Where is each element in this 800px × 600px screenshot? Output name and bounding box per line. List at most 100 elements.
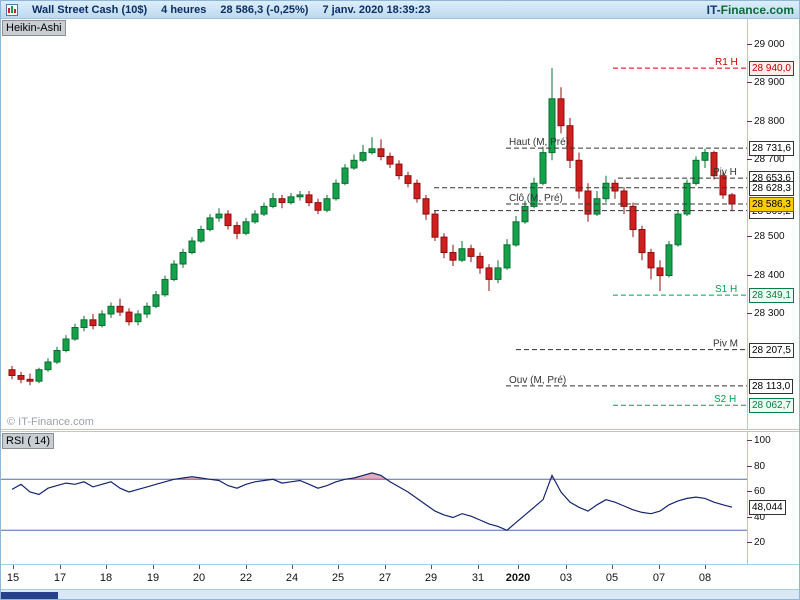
indicator-tag-rsi[interactable]: RSI ( 14) <box>2 433 55 449</box>
price-level-box: 28 731,6 <box>749 141 794 156</box>
time-label: 22 <box>239 572 253 584</box>
candle-body <box>62 338 70 351</box>
time-tick <box>338 565 339 569</box>
candle-body <box>35 369 43 382</box>
candle-body <box>512 221 520 246</box>
candle-body <box>80 319 88 328</box>
price-tick-label: 28 900 <box>747 77 785 88</box>
candle-body <box>683 182 691 215</box>
app-icon <box>6 3 18 16</box>
candle-body <box>665 244 673 277</box>
candle-body <box>305 194 313 204</box>
candle-body <box>530 182 538 207</box>
time-label: 18 <box>99 572 113 584</box>
candle-body <box>566 125 574 161</box>
candle-body <box>359 152 367 161</box>
rsi-tick-label: 20 <box>746 537 766 548</box>
candle-body <box>143 305 151 315</box>
candle-body <box>197 229 205 242</box>
candle-body <box>233 225 241 234</box>
time-tick <box>478 565 479 569</box>
candle-body <box>341 167 349 184</box>
candle-body <box>251 213 259 223</box>
time-label: 27 <box>378 572 392 584</box>
time-label: 03 <box>559 572 573 584</box>
candle-body <box>548 98 556 154</box>
rsi-value-box: 48,044 <box>749 500 786 515</box>
rsi-overbought-fill <box>12 472 732 480</box>
candle-body <box>674 213 682 246</box>
time-label: 25 <box>331 572 345 584</box>
price-axis[interactable]: 29 000 28 900 28 800 28 700 28 500 28 400 28 3… <box>747 19 799 429</box>
horizontal-scrollbar[interactable] <box>1 589 799 599</box>
candle-body <box>386 155 394 165</box>
time-tick <box>431 565 432 569</box>
chart-watermark: © IT-Finance.com <box>7 416 94 428</box>
time-tick <box>13 565 14 569</box>
rsi-line <box>11 472 733 531</box>
price-level-box: 28 628,3 <box>749 181 794 196</box>
candle-body <box>296 194 304 198</box>
candle-body <box>692 159 700 184</box>
candle-body <box>422 198 430 215</box>
level-label: S1 H <box>715 284 737 295</box>
time-label: 17 <box>53 572 67 584</box>
candle-body <box>8 369 16 377</box>
level-label: R1 H <box>715 57 738 68</box>
candle-body <box>656 267 664 277</box>
candle-body <box>332 182 340 200</box>
rsi-axis[interactable]: 100 80 60 40 20 48,044 <box>746 432 799 564</box>
rsi-tick-label: 100 <box>747 435 771 446</box>
candle-body <box>467 248 475 257</box>
time-tick <box>246 565 247 569</box>
candle-body <box>188 240 196 253</box>
time-label: 08 <box>698 572 712 584</box>
candle-body <box>89 319 97 327</box>
candle-body <box>620 190 628 207</box>
time-axis[interactable]: 15 17 18 19 20 22 24 25 27 29 31 2020 03 05 07 08 <box>1 565 799 589</box>
time-label: 07 <box>652 572 666 584</box>
price-tick-label: 28 400 <box>747 270 785 281</box>
price-tick-label: 28 700 <box>747 154 785 165</box>
candle-body <box>269 198 277 207</box>
candle-body <box>647 252 655 269</box>
candle-body <box>575 159 583 192</box>
candle-body <box>215 213 223 219</box>
rsi-chart-svg[interactable] <box>1 432 747 564</box>
scrollbar-thumb[interactable] <box>1 592 58 599</box>
candle-body <box>107 305 115 315</box>
candle-body <box>404 175 412 184</box>
candle-body <box>395 163 403 177</box>
candle-body <box>224 213 232 227</box>
price-level-box: 28 586,3 <box>749 197 794 212</box>
timeframe-label: 4 heures <box>161 3 207 16</box>
time-label: 29 <box>424 572 438 584</box>
candle-body <box>179 252 187 265</box>
time-label: 05 <box>605 572 619 584</box>
candle-body <box>116 305 124 313</box>
price-chart-svg[interactable]: R1 H Haut (M, Pré) Piv H Clô (M, Pré) S1 H Pi… <box>1 19 747 429</box>
price-level-box: 28 113,0 <box>749 379 794 394</box>
time-tick <box>705 565 706 569</box>
candle-body <box>161 278 169 296</box>
candle-body <box>503 244 511 269</box>
candle-body <box>638 229 646 254</box>
rsi-panel[interactable]: RSI ( 14) 100 80 60 40 20 48,044 <box>1 431 799 565</box>
price-level-box: 28 940,0 <box>749 61 794 76</box>
time-label: 2020 <box>505 572 531 584</box>
time-tick <box>292 565 293 569</box>
time-tick <box>106 565 107 569</box>
price-tick-label: 28 500 <box>747 231 785 242</box>
candle-body <box>413 182 421 200</box>
price-chart-panel[interactable]: R1 H Haut (M, Pré) Piv H Clô (M, Pré) S1 H Pi… <box>1 19 799 430</box>
candle-body <box>152 294 160 307</box>
level-label: Ouv (M, Pré) <box>509 375 566 386</box>
candle-body <box>278 198 286 203</box>
indicator-tag-heikin-ashi[interactable]: Heikin-Ashi <box>2 20 66 36</box>
time-tick <box>566 565 567 569</box>
candle-body <box>98 313 106 326</box>
brand-it: IT- <box>706 2 721 17</box>
price-tick-label: 28 300 <box>747 308 785 319</box>
candle-body <box>458 248 466 261</box>
